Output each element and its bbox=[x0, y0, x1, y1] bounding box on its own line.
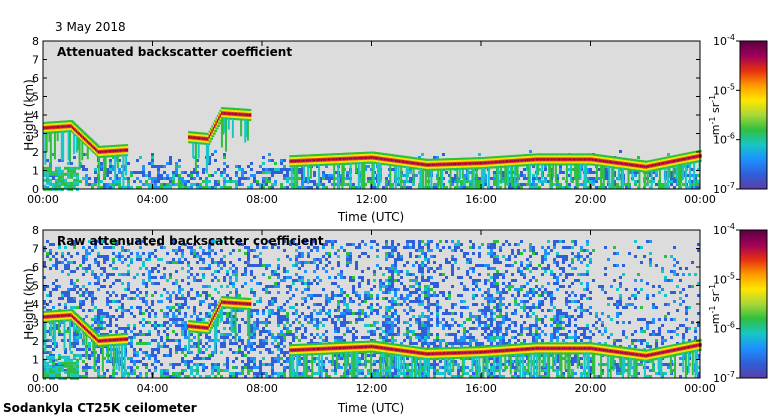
colorbar-tick-label: 10-7 bbox=[713, 370, 735, 385]
y-tick-label: 0 bbox=[32, 183, 39, 196]
y-tick-label: 3 bbox=[32, 128, 39, 141]
y-tick-label: 4 bbox=[32, 109, 39, 122]
x-tick-label: 00:00 bbox=[684, 193, 716, 206]
colorbar-tick-label: 10-6 bbox=[713, 132, 735, 147]
date-label: 3 May 2018 bbox=[55, 20, 126, 34]
y-axis-bottom: 0 1 2 3 4 5 6 7 8 bbox=[32, 224, 700, 385]
x-axis-label-top: Time (UTC) bbox=[337, 210, 404, 224]
x-tick-label: 12:00 bbox=[356, 382, 388, 395]
panel-bottom: Raw attenuated backscatter coefficient 0… bbox=[22, 224, 716, 415]
x-tick-label: 08:00 bbox=[246, 382, 278, 395]
instrument-footer: Sodankyla CT25K ceilometer bbox=[3, 401, 197, 415]
y-tick-label: 6 bbox=[32, 261, 39, 274]
heatmap-data-bottom bbox=[43, 240, 702, 380]
y-tick-label: 5 bbox=[32, 91, 39, 104]
heatmap-data-top bbox=[43, 107, 702, 191]
chart-title-top: Attenuated backscatter coefficient bbox=[57, 45, 292, 59]
colorbar-top: 10-4 10-5 10-6 10-7 m-1 sr-1 bbox=[708, 33, 768, 196]
y-tick-label: 2 bbox=[32, 146, 39, 159]
x-axis-label-bottom: Time (UTC) bbox=[337, 401, 404, 415]
y-tick-label: 3 bbox=[32, 317, 39, 330]
y-tick-label: 5 bbox=[32, 280, 39, 293]
y-tick-label: 8 bbox=[32, 224, 39, 237]
x-tick-label: 00:00 bbox=[27, 193, 59, 206]
colorbar-tick-label: 10-7 bbox=[713, 181, 735, 196]
colorbar-tick-label: 10-5 bbox=[713, 271, 735, 286]
colorbar-tick-label: 10-4 bbox=[713, 222, 735, 237]
colorbar-gradient bbox=[739, 229, 768, 379]
x-axis-bottom: 00:00 04:00 08:00 12:00 16:00 20:00 00:00 bbox=[27, 230, 716, 395]
chart-title-bottom: Raw attenuated backscatter coefficient bbox=[57, 234, 324, 248]
y-tick-label: 4 bbox=[32, 298, 39, 311]
colorbar-tick-label: 10-4 bbox=[713, 33, 735, 48]
y-tick-label: 1 bbox=[32, 165, 39, 178]
x-tick-label: 08:00 bbox=[246, 193, 278, 206]
x-tick-label: 00:00 bbox=[684, 382, 716, 395]
x-tick-label: 20:00 bbox=[575, 193, 607, 206]
x-tick-label: 12:00 bbox=[356, 193, 388, 206]
y-tick-label: 8 bbox=[32, 35, 39, 48]
y-axis-label-top: Height (km) bbox=[22, 79, 36, 150]
colorbar-unit-label: m-1 sr-1 bbox=[708, 284, 722, 324]
x-tick-label: 16:00 bbox=[465, 382, 497, 395]
y-tick-label: 0 bbox=[32, 372, 39, 385]
y-axis-top: 0 1 2 3 4 5 6 7 8 bbox=[32, 35, 700, 196]
panel-top: Attenuated backscatter coefficient 0 1 2 3 4… bbox=[22, 35, 716, 224]
x-axis-top: 00:00 04:00 08:00 12:00 16:00 20:00 00:00 bbox=[27, 41, 716, 206]
y-tick-label: 2 bbox=[32, 335, 39, 348]
x-tick-label: 00:00 bbox=[27, 382, 59, 395]
y-tick-label: 7 bbox=[32, 243, 39, 256]
colorbar-bottom: 10-4 10-5 10-6 10-7 m-1 sr-1 bbox=[708, 222, 768, 385]
y-tick-label: 7 bbox=[32, 54, 39, 67]
y-tick-label: 6 bbox=[32, 72, 39, 85]
colorbar-tick-label: 10-6 bbox=[713, 321, 735, 336]
y-axis-label-bottom: Height (km) bbox=[22, 268, 36, 339]
x-tick-label: 04:00 bbox=[137, 193, 169, 206]
x-tick-label: 04:00 bbox=[137, 382, 169, 395]
x-tick-label: 16:00 bbox=[465, 193, 497, 206]
x-tick-label: 20:00 bbox=[575, 382, 607, 395]
colorbar-tick-label: 10-5 bbox=[713, 82, 735, 97]
y-tick-label: 1 bbox=[32, 354, 39, 367]
colorbar-unit-label: m-1 sr-1 bbox=[708, 95, 722, 135]
colorbar-gradient bbox=[739, 40, 768, 190]
